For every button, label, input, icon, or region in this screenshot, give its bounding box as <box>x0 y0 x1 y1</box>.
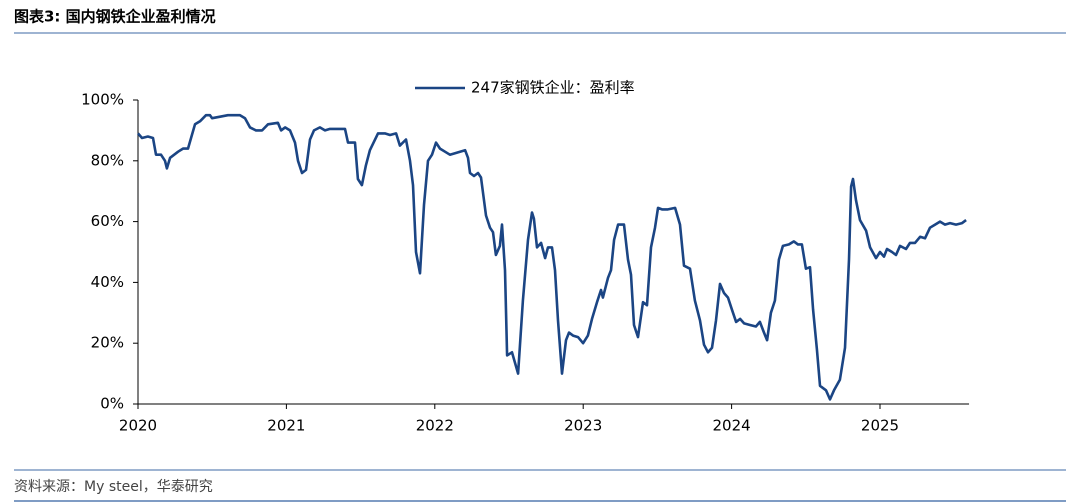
x-tick-label: 2024 <box>713 417 751 435</box>
y-tick-label: 40% <box>91 273 124 291</box>
x-tick-label: 2022 <box>416 417 454 435</box>
x-tick-label: 2025 <box>861 417 899 435</box>
x-tick-label: 2020 <box>119 417 157 435</box>
y-tick-label: 100% <box>81 91 124 109</box>
legend-label: 247家钢铁企业：盈利率 <box>471 79 635 97</box>
x-tick-label: 2023 <box>564 417 602 435</box>
x-tick-label: 2021 <box>267 417 305 435</box>
y-tick-label: 80% <box>91 151 124 169</box>
chart-title: 图表3: 国内钢铁企业盈利情况 <box>14 8 216 26</box>
series-line <box>137 113 967 401</box>
y-tick-label: 60% <box>91 212 124 230</box>
y-tick-label: 20% <box>91 334 124 352</box>
y-tick-label: 0% <box>100 395 124 413</box>
source: 资料来源：My steel，华泰研究 <box>14 479 213 495</box>
